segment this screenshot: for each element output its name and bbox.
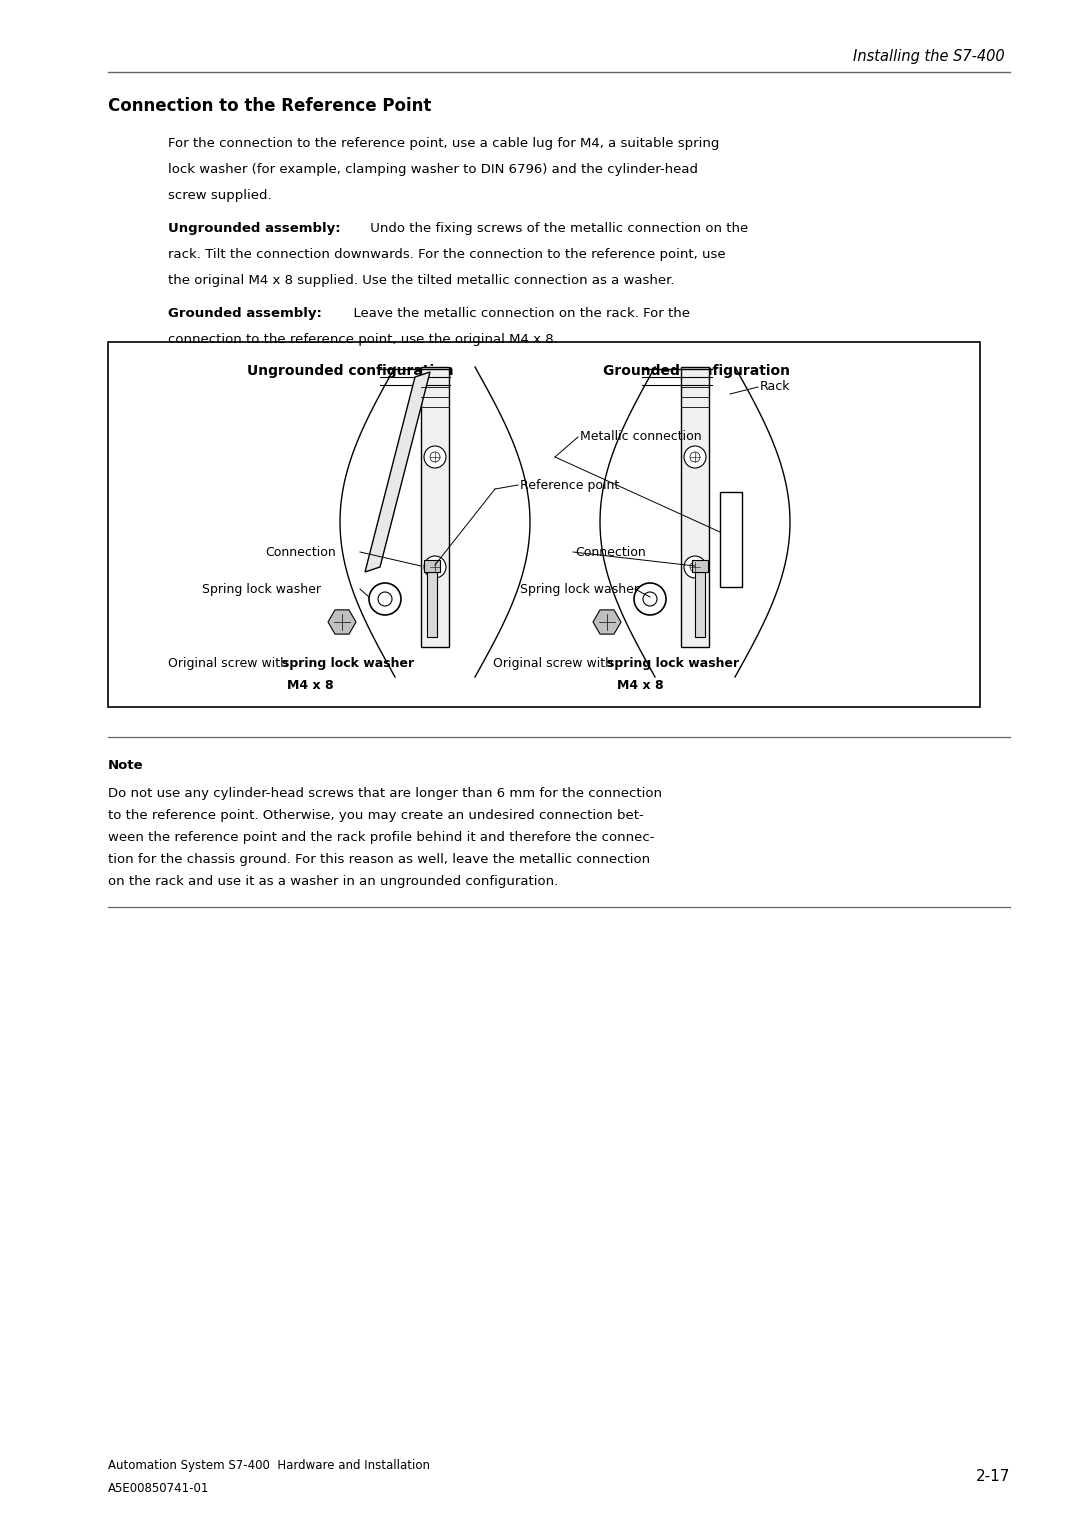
Text: Ungrounded configuration: Ungrounded configuration: [246, 363, 454, 379]
Circle shape: [369, 583, 401, 615]
Text: Installing the S7-400: Installing the S7-400: [853, 49, 1005, 64]
Text: screw supplied.: screw supplied.: [168, 189, 272, 202]
Text: Connection to the Reference Point: Connection to the Reference Point: [108, 98, 431, 115]
Text: Rack: Rack: [760, 380, 791, 394]
Text: Leave the metallic connection on the rack. For the: Leave the metallic connection on the rac…: [345, 307, 690, 321]
Text: ween the reference point and the rack profile behind it and therefore the connec: ween the reference point and the rack pr…: [108, 831, 654, 844]
Circle shape: [378, 592, 392, 606]
Text: Do not use any cylinder-head screws that are longer than 6 mm for the connection: Do not use any cylinder-head screws that…: [108, 786, 662, 800]
Polygon shape: [365, 373, 430, 573]
Text: For the connection to the reference point, use a cable lug for M4, a suitable sp: For the connection to the reference poin…: [168, 137, 719, 150]
Text: Reference point: Reference point: [519, 478, 619, 492]
Text: Original screw with: Original screw with: [168, 657, 292, 670]
Text: M4 x 8: M4 x 8: [617, 680, 663, 692]
Bar: [692, 560, 708, 573]
Bar: [720, 492, 742, 586]
Text: A5E00850741-01: A5E00850741-01: [108, 1483, 210, 1495]
Circle shape: [684, 446, 706, 467]
Circle shape: [424, 556, 446, 579]
Bar: [696, 573, 705, 637]
Text: M4 x 8: M4 x 8: [286, 680, 334, 692]
Text: to the reference point. Otherwise, you may create an undesired connection bet-: to the reference point. Otherwise, you m…: [108, 809, 644, 822]
Circle shape: [643, 592, 657, 606]
Text: Ungrounded assembly:: Ungrounded assembly:: [168, 221, 340, 235]
Bar: [424, 560, 440, 573]
Text: Undo the fixing screws of the metallic connection on the: Undo the fixing screws of the metallic c…: [366, 221, 748, 235]
Text: rack. Tilt the connection downwards. For the connection to the reference point, : rack. Tilt the connection downwards. For…: [168, 247, 726, 261]
Text: Automation System S7-400  Hardware and Installation: Automation System S7-400 Hardware and In…: [108, 1458, 430, 1472]
Circle shape: [690, 452, 700, 463]
Bar: [421, 366, 449, 647]
Text: Connection: Connection: [265, 545, 336, 559]
Circle shape: [430, 452, 440, 463]
Text: spring lock washer: spring lock washer: [282, 657, 414, 670]
Circle shape: [634, 583, 666, 615]
Text: 2-17: 2-17: [975, 1469, 1010, 1484]
Text: Original screw with: Original screw with: [492, 657, 617, 670]
Text: Grounded assembly:: Grounded assembly:: [168, 307, 322, 321]
Text: the original M4 x 8 supplied. Use the tilted metallic connection as a washer.: the original M4 x 8 supplied. Use the ti…: [168, 273, 675, 287]
Bar: [108, 342, 980, 707]
Text: Spring lock washer: Spring lock washer: [202, 582, 321, 596]
Text: Connection: Connection: [575, 545, 646, 559]
Bar: [427, 573, 437, 637]
Text: tion for the chassis ground. For this reason as well, leave the metallic connect: tion for the chassis ground. For this re…: [108, 854, 650, 866]
Text: Grounded configuration: Grounded configuration: [603, 363, 789, 379]
Circle shape: [430, 562, 440, 573]
Text: Note: Note: [108, 759, 144, 773]
Bar: [681, 366, 708, 647]
Circle shape: [690, 562, 700, 573]
Text: Metallic connection: Metallic connection: [580, 431, 702, 443]
Text: on the rack and use it as a washer in an ungrounded configuration.: on the rack and use it as a washer in an…: [108, 875, 558, 889]
Text: connection to the reference point, use the original M4 x 8.: connection to the reference point, use t…: [168, 333, 557, 347]
Text: Spring lock washer: Spring lock washer: [519, 582, 639, 596]
Text: lock washer (for example, clamping washer to DIN 6796) and the cylinder-head: lock washer (for example, clamping washe…: [168, 163, 698, 176]
Circle shape: [684, 556, 706, 579]
Text: spring lock washer: spring lock washer: [607, 657, 739, 670]
Circle shape: [424, 446, 446, 467]
